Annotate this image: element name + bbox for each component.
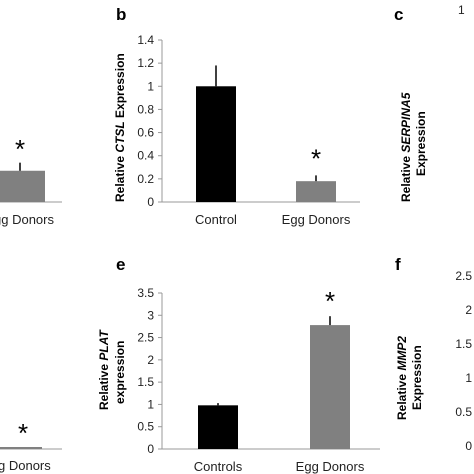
panel-b-y-tick-label: 0.8 <box>137 102 154 116</box>
panel-f-partial: f Relative MMP2 Expression 2.5 2 1.5 1 0.5 0 <box>395 255 472 453</box>
panel-e-y-tick-label: 2.5 <box>137 331 154 345</box>
panel-e-bar <box>310 325 350 449</box>
panel-c-y-axis-label-line2: Expression <box>414 111 428 176</box>
panel-f-y-axis-label-line1: Relative MMP2 <box>395 336 409 420</box>
panel-f-y-tick-label: 0 <box>465 439 472 453</box>
panel-c-y-tick: 1 <box>458 3 465 17</box>
panel-e-bar <box>198 405 238 449</box>
panel-e-y-tick-label: 3.5 <box>137 286 154 300</box>
panel-b-bar <box>196 86 236 202</box>
panel-e-y-tick-label: 3 <box>147 308 154 322</box>
panel-b-y-tick-label: 0 <box>147 195 154 209</box>
panel-d-category-label: g Donors <box>0 458 51 473</box>
panel-e-y-tick-label: 1 <box>147 397 154 411</box>
panel-c-y-axis-label-line1: Relative SERPINA5 <box>399 92 413 202</box>
panel-d-significance-star: * <box>18 418 28 448</box>
panel-b-y-tick-label: 1.2 <box>137 56 154 70</box>
panel-e-y-tick-label: 0 <box>147 442 154 456</box>
panel-f-y-tick-label: 0.5 <box>455 405 472 419</box>
panel-f-y-tick-label: 2 <box>465 303 472 317</box>
panel-c-label: c <box>394 5 403 24</box>
panel-b-y-tick-label: 0.2 <box>137 172 154 186</box>
panel-f-y-tick-label: 2.5 <box>455 269 472 283</box>
panel-b-category-label: Control <box>195 212 237 227</box>
panel-b-y-tick-label: 0.6 <box>137 126 154 140</box>
panel-b-label: b <box>116 5 126 24</box>
panel-b-y-tick-label: 1 <box>147 79 154 93</box>
panel-b-y-axis-label: Relative CTSL Expression <box>113 53 127 202</box>
panel-b: b Relative CTSL Expression 0 0.2 0.4 0.6 0.8… <box>113 5 360 227</box>
panel-e-category-label: Egg Donors <box>296 459 365 474</box>
panel-e-label: e <box>116 255 125 274</box>
panel-b-category-label: Egg Donors <box>282 212 351 227</box>
panel-e-y-axis-label-line1: Relative PLAT <box>97 329 111 410</box>
panel-f-label: f <box>395 255 401 274</box>
panel-a-partial: gg Donors * <box>0 134 62 227</box>
panel-e-y-tick-label: 0.5 <box>137 420 154 434</box>
panel-a-bar <box>0 170 45 202</box>
panel-f-y-tick-label: 1 <box>465 371 472 385</box>
panel-d-partial: g Donors * <box>0 418 62 473</box>
panel-b-significance-star: * <box>311 143 321 173</box>
panel-d-bar <box>0 447 42 449</box>
panel-b-y-tick-label: 1.4 <box>137 33 154 47</box>
panel-f-y-axis-label-line2: Expression <box>410 345 424 410</box>
panel-b-y-tick-label: 0.4 <box>137 149 154 163</box>
panel-e-significance-star: * <box>325 286 335 316</box>
panel-e-category-label: Controls <box>194 459 243 474</box>
panel-b-bar <box>296 181 336 202</box>
panel-e-y-tick-label: 1.5 <box>137 375 154 389</box>
panel-e: e Relative PLAT expression 0 0.5 1 1.5 2 2.5 3… <box>97 255 380 474</box>
panel-a-category-label: gg Donors <box>0 212 54 227</box>
panel-f-y-tick-label: 1.5 <box>455 337 472 351</box>
panel-e-y-tick-label: 2 <box>147 353 154 367</box>
panel-a-significance-star: * <box>15 134 25 164</box>
panel-c-partial: c Relative SERPINA5 Expression 1 <box>394 3 465 202</box>
panel-e-y-axis-label-line2: expression <box>113 341 127 404</box>
